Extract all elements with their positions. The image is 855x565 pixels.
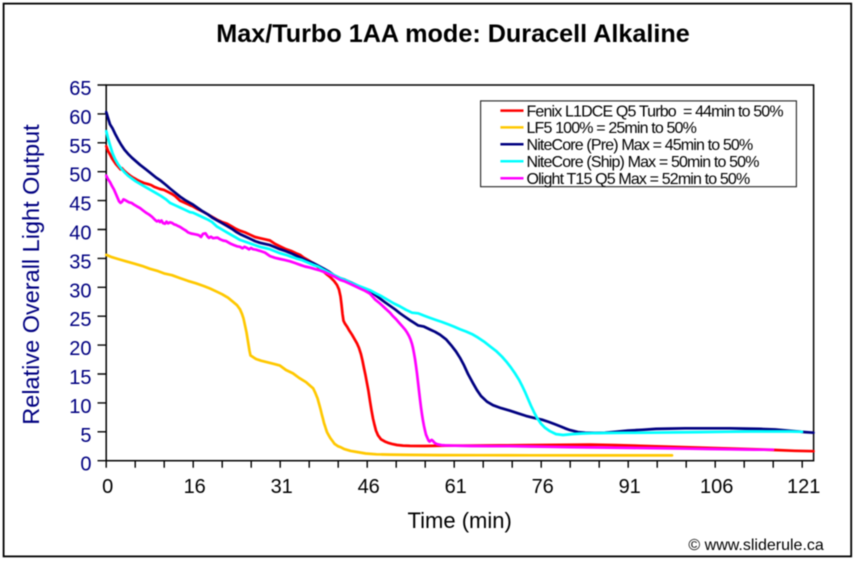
svg-text:NiteCore (Ship) Max = 50min to: NiteCore (Ship) Max = 50min to 50% [527,154,760,171]
svg-text:Fenix L1DCE Q5 Turbo = 44min: Fenix L1DCE Q5 Turbo = 44min to 50% [527,103,784,120]
svg-text:Relative Overall Light Output: Relative Overall Light Output [18,124,44,425]
svg-text:40: 40 [69,223,91,245]
svg-text:Max/Turbo 1AA mode: Duracell A: Max/Turbo 1AA mode: Duracell Alkaline [216,20,690,48]
svg-text:NiteCore (Pre) Max = 45min to: NiteCore (Pre) Max = 45min to 50% [527,137,753,154]
svg-text:61: 61 [445,476,467,498]
svg-text:106: 106 [700,476,733,498]
svg-text:55: 55 [69,136,91,158]
svg-text:0: 0 [102,476,113,498]
svg-text:60: 60 [69,107,91,129]
svg-text:35: 35 [69,251,91,273]
svg-text:20: 20 [69,338,91,360]
svg-text:Olight T15 Q5 Max = 52min to 5: Olight T15 Q5 Max = 52min to 50% [527,171,750,188]
svg-text:30: 30 [69,280,91,302]
svg-text:25: 25 [69,309,91,331]
svg-text:65: 65 [69,78,91,100]
svg-text:76: 76 [532,476,554,498]
svg-text:45: 45 [69,194,91,216]
svg-text:0: 0 [80,454,91,476]
svg-text:LF5 100% = 25min to 50%: LF5 100% = 25min to 50% [527,120,697,137]
svg-text:© www.sliderule.ca: © www.sliderule.ca [688,537,823,554]
svg-text:31: 31 [271,476,293,498]
svg-text:10: 10 [69,396,91,418]
svg-text:16: 16 [184,476,206,498]
svg-text:121: 121 [787,476,820,498]
svg-text:Time (min): Time (min) [408,508,512,533]
svg-text:5: 5 [80,425,91,447]
svg-text:91: 91 [619,476,641,498]
svg-text:50: 50 [69,165,91,187]
svg-text:46: 46 [358,476,380,498]
svg-text:15: 15 [69,367,91,389]
